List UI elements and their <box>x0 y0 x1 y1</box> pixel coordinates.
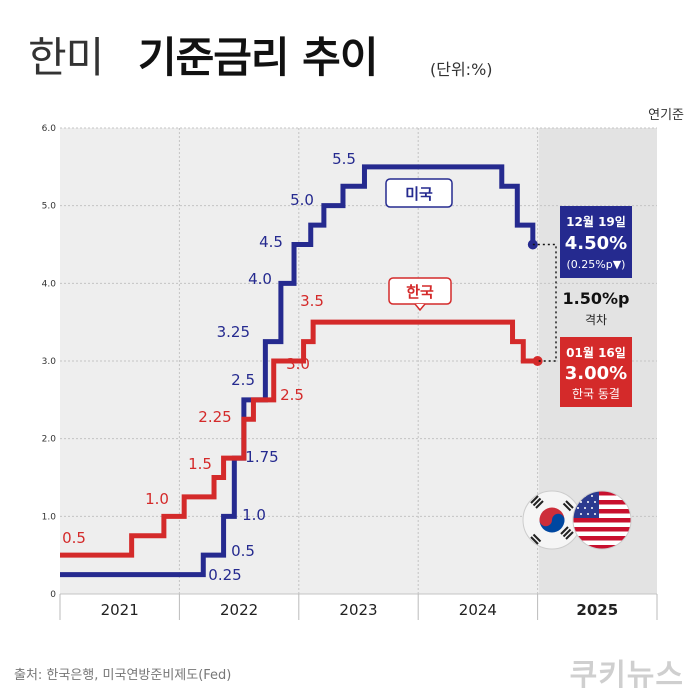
x-tick-label: 2021 <box>101 601 139 619</box>
kr-callout-value: 3.00% <box>565 363 627 384</box>
x-tick-label: 2023 <box>339 601 377 619</box>
us-rate-label: 5.0 <box>290 191 314 209</box>
gap-value: 1.50%p <box>563 289 630 308</box>
us-rate-label: 5.5 <box>332 150 356 168</box>
kr-callout-date: 01월 16일 <box>566 345 626 360</box>
brand-logo: 쿠키뉴스 <box>569 658 684 693</box>
title-light: 한미 <box>28 33 104 82</box>
unit-note: (단위:%) <box>430 60 493 79</box>
basis-note: 연기준 <box>648 108 684 123</box>
page-title: 기준금리 추이 <box>138 33 378 82</box>
us-rate-label: 3.25 <box>217 323 250 341</box>
korea-flag-icon <box>522 490 582 550</box>
y-tick-label: 2.0 <box>42 435 57 445</box>
us-callout-change: (0.25%p▼) <box>567 258 626 271</box>
kr-rate-label: 2.25 <box>198 408 231 426</box>
kr-rate-label: 1.5 <box>188 455 212 473</box>
x-tick-label: 2022 <box>220 601 258 619</box>
us-rate-label: 0.5 <box>231 542 255 560</box>
us-rate-label: 1.75 <box>245 448 278 466</box>
us-rate-label: 4.5 <box>259 233 283 251</box>
y-tick-label: 5.0 <box>42 202 57 212</box>
y-tick-label: 0 <box>50 590 56 600</box>
kr-callout-status: 한국 동결 <box>572 387 620 401</box>
kr-rate-end-point <box>532 356 543 366</box>
us-rate-label: 1.0 <box>242 506 266 524</box>
source-note: 출처: 한국은행, 미국연방준비제도(Fed) <box>14 668 232 683</box>
us-series-name: 미국 <box>405 185 433 203</box>
kr-rate-label: 0.5 <box>62 529 86 547</box>
us-series-tag: 미국 <box>385 178 453 208</box>
kr-series-tag: 한국 <box>388 277 452 312</box>
us-end-callout: 12월 19일 4.50% (0.25%p▼) <box>560 206 632 278</box>
us-rate-label: 4.0 <box>248 270 272 288</box>
y-tick-label: 4.0 <box>42 279 57 289</box>
y-tick-label: 6.0 <box>42 124 57 134</box>
kr-rate-line <box>60 319 538 558</box>
gap-connector <box>532 243 557 362</box>
kr-rate-label: 2.5 <box>280 386 304 404</box>
x-tick-label: 2025 <box>576 601 618 619</box>
kr-rate-label: 3.5 <box>300 292 324 310</box>
us-rate-label: 0.25 <box>208 566 241 584</box>
us-rate-label: 2.5 <box>231 371 255 389</box>
x-tick-label: 2024 <box>459 601 497 619</box>
y-tick-label: 1.0 <box>42 512 57 522</box>
us-callout-value: 4.50% <box>565 233 627 254</box>
gap-label: 격차 <box>585 313 607 327</box>
y-tick-label: 3.0 <box>42 357 57 367</box>
kr-series-name: 한국 <box>406 283 434 301</box>
kr-rate-label: 1.0 <box>145 490 169 508</box>
us-rate-line <box>60 164 536 578</box>
kr-end-callout: 01월 16일 3.00% 한국 동결 <box>560 337 632 407</box>
gap-annotation: 1.50%p 격차 <box>563 289 630 327</box>
us-callout-date: 12월 19일 <box>566 214 626 229</box>
kr-rate-label: 3.0 <box>286 355 310 373</box>
